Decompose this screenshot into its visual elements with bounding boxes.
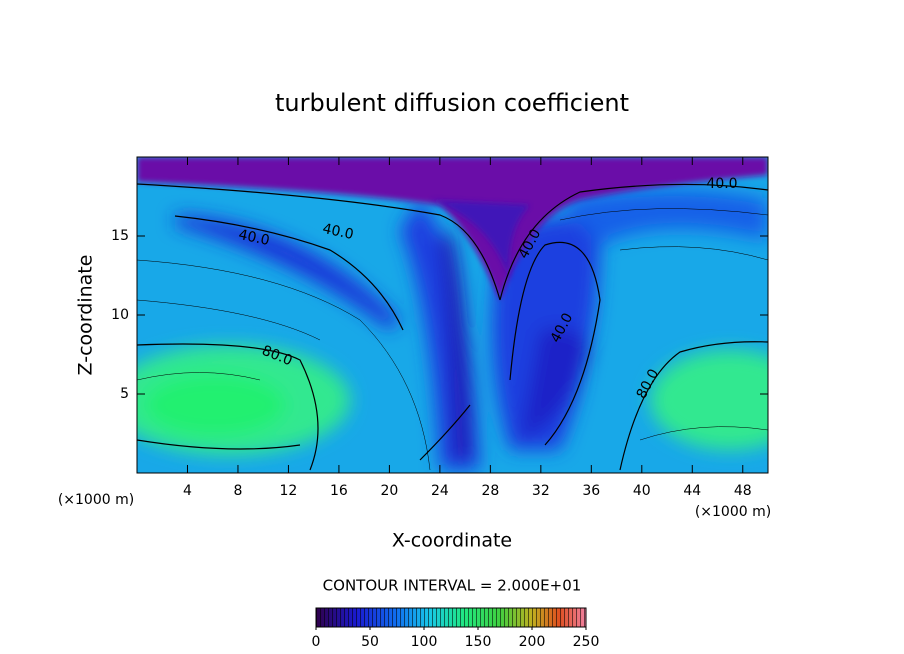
x-tick-label: 16 [330, 483, 348, 499]
colorbar-tick-label: 250 [573, 634, 600, 650]
y-tick-label: 5 [120, 386, 129, 402]
y-axis-label: Z-coordinate [75, 255, 97, 376]
colorbar-tick-label: 200 [519, 634, 546, 650]
colorbar-tick-label: 0 [312, 634, 321, 650]
y-tick-label: 15 [111, 228, 129, 244]
x-tick-label: 28 [481, 483, 499, 499]
y-unit: (×1000 m) [695, 504, 771, 520]
contour-interval: CONTOUR INTERVAL = 2.000E+01 [323, 577, 582, 595]
x-axis-label: X-coordinate [392, 530, 512, 552]
x-tick-label: 4 [183, 483, 192, 499]
colorbar-tick-label: 50 [361, 634, 379, 650]
x-tick-label: 12 [280, 483, 298, 499]
colorbar-tick-label: 150 [465, 634, 492, 650]
contour-label: 40.0 [706, 176, 737, 192]
contour-field [137, 157, 768, 473]
x-tick-label: 36 [582, 483, 600, 499]
colorbar-frame [315, 607, 587, 628]
chart-title: turbulent diffusion coefficient [275, 89, 629, 117]
x-tick-label: 44 [683, 483, 701, 499]
x-tick-label: 32 [532, 483, 550, 499]
x-unit: (×1000 m) [58, 492, 134, 508]
x-tick-label: 40 [633, 483, 651, 499]
colorbar-tick-label: 100 [411, 634, 438, 650]
x-tick-label: 48 [734, 483, 752, 499]
x-tick-label: 24 [431, 483, 449, 499]
contour-label: 40.0 [237, 227, 271, 249]
y-tick-label: 10 [111, 307, 129, 323]
contour-label: 40.0 [321, 221, 355, 243]
x-tick-label: 20 [380, 483, 398, 499]
x-tick-label: 8 [233, 483, 242, 499]
